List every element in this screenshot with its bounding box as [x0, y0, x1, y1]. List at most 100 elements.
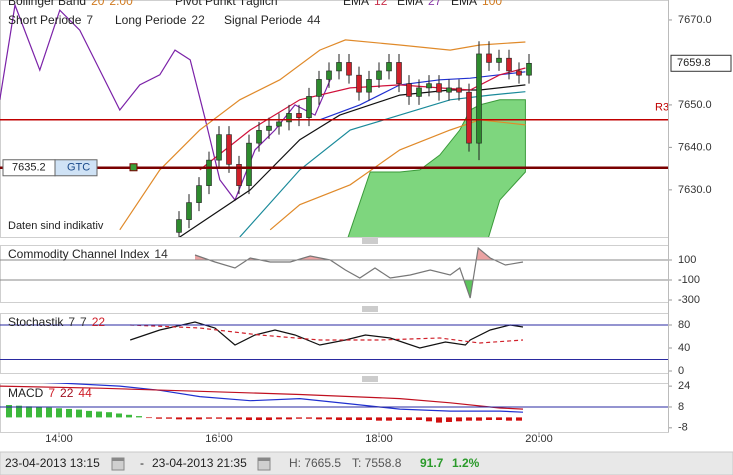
y-tick-label: 7650.0 — [678, 99, 712, 111]
histogram-bar — [516, 417, 522, 421]
panel-plot — [130, 321, 524, 349]
level-label: R3 — [655, 102, 669, 114]
legend-param: 7 — [68, 315, 75, 329]
histogram-bar — [476, 417, 482, 421]
candle-body — [366, 79, 372, 93]
candle-body — [436, 83, 442, 93]
histogram-bar — [296, 417, 302, 419]
histogram-bar — [496, 417, 502, 421]
calendar-icon[interactable] — [257, 457, 271, 471]
date-separator: - — [140, 456, 144, 470]
histogram-bar — [486, 417, 492, 421]
candle-body — [476, 53, 482, 144]
histogram-bar — [166, 417, 172, 419]
date-to: 23-04-2013 21:35 — [152, 456, 247, 470]
candle-body — [416, 87, 422, 97]
legend-item: Long Periode 22 — [115, 13, 205, 27]
histogram-bar — [226, 417, 232, 420]
histogram-bar — [356, 417, 362, 421]
legend-name: Long Periode — [115, 13, 187, 27]
disclaimer: Daten sind indikativ — [8, 220, 104, 232]
indicator-line — [179, 84, 526, 237]
candle-body — [496, 57, 502, 63]
histogram-bar — [26, 406, 32, 418]
histogram-bar — [156, 417, 162, 419]
x-tick-label: 20:00 — [525, 433, 553, 445]
histogram-bar — [186, 417, 192, 420]
candle-body — [486, 53, 492, 63]
legend-param: 27 — [428, 0, 442, 8]
candle-body — [506, 57, 512, 72]
legend-item: Signal Periode 44 — [224, 13, 321, 27]
histogram-bar — [146, 417, 152, 419]
histogram-bar — [36, 406, 42, 418]
histogram-bar — [96, 411, 102, 418]
calendar-icon[interactable] — [111, 457, 125, 471]
legend-item: Pivot Punkt Täglich — [175, 0, 278, 8]
candle-body — [346, 62, 352, 76]
legend-item: Commodity Channel Index 14 — [8, 247, 168, 261]
histogram-bar — [256, 417, 262, 421]
date-from: 23-04-2013 13:15 — [5, 456, 100, 470]
footer-bar — [0, 451, 733, 475]
legend-param: 7 — [86, 13, 93, 27]
legend-name: Signal Periode — [224, 13, 302, 27]
candle-body — [306, 96, 312, 118]
histogram-bar — [136, 416, 142, 418]
candle-body — [246, 142, 252, 186]
histogram-bar — [276, 417, 282, 420]
candle-body — [256, 130, 262, 144]
histogram-bar — [416, 417, 422, 421]
candle-body — [216, 134, 222, 161]
legend-name: Pivot Punkt Täglich — [175, 0, 278, 8]
histogram-bar — [346, 417, 352, 421]
indicator-line — [239, 91, 526, 237]
legend-name: EMA — [451, 0, 477, 8]
histogram-bar — [396, 417, 402, 421]
y-tick-label: 100 — [678, 254, 696, 266]
candle-body — [456, 87, 462, 93]
histogram-bar — [306, 417, 312, 419]
legend-item: Stochastik 7 7 22 — [8, 315, 105, 329]
legend-name: MACD — [8, 386, 44, 400]
legend-param: 44 — [307, 13, 321, 27]
candle-body — [406, 83, 412, 97]
indicator-line — [0, 2, 331, 202]
candle-body — [526, 62, 532, 76]
x-tick-label: 14:00 — [45, 433, 73, 445]
candle-body — [266, 125, 272, 131]
order-price: 7635.2 — [12, 162, 46, 174]
candle-body — [276, 121, 282, 127]
last-price-tag — [670, 54, 732, 72]
histogram-bar — [66, 408, 72, 418]
histogram-bar — [336, 417, 342, 421]
legend-param: 22 — [191, 13, 205, 27]
order-type-box — [54, 159, 98, 177]
candle-body — [396, 62, 402, 84]
histogram-bar — [106, 412, 112, 418]
legend-name: Commodity Channel Index — [8, 247, 149, 261]
histogram-bar — [366, 417, 372, 421]
histogram-bar — [206, 417, 212, 419]
histogram-bar — [236, 417, 242, 420]
histogram-bar — [406, 417, 412, 421]
histogram-bar — [176, 417, 182, 420]
candle-body — [296, 113, 302, 118]
indicator-line — [194, 246, 524, 299]
candle-body — [206, 159, 212, 186]
candle-body — [236, 164, 242, 186]
histogram-bar — [76, 409, 82, 418]
legend-item: EMA 12 — [343, 0, 388, 8]
histogram-bar — [376, 417, 382, 421]
candle-body — [336, 62, 342, 72]
histogram-bar — [216, 417, 222, 419]
histogram-bar — [126, 414, 132, 418]
candle-body — [176, 219, 182, 233]
legend-name: EMA — [343, 0, 369, 8]
histogram-bar — [426, 417, 432, 422]
y-tick-label: 24 — [678, 380, 690, 392]
histogram-bar — [456, 417, 462, 422]
y-tick-label: -8 — [678, 422, 688, 434]
legend-item: MACD 7 22 44 — [8, 386, 92, 400]
